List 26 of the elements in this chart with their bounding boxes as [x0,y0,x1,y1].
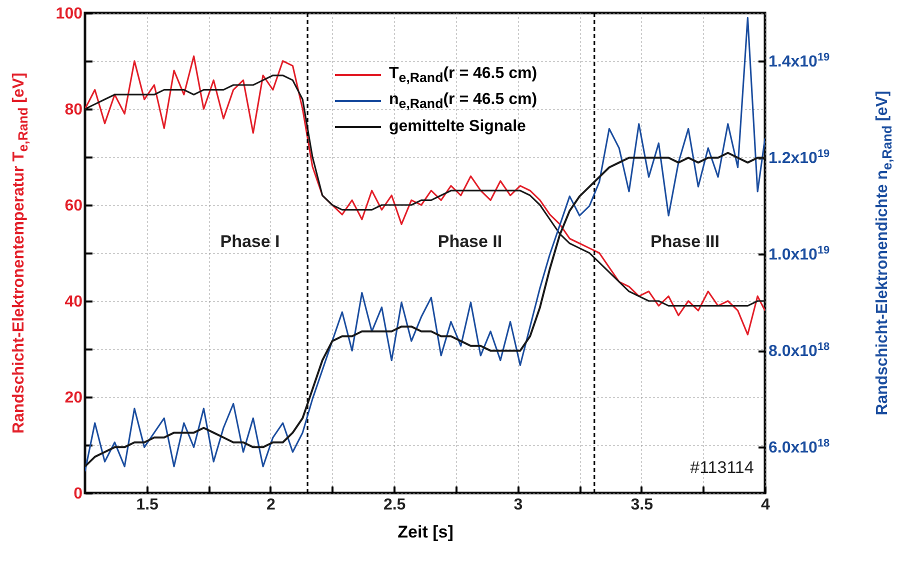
y2-tick-label: 1.2x10$^{19}$ [768,148,830,168]
y-tick-label: 80 [64,102,83,118]
line-series [85,55,765,336]
x-tick-label: 4 [761,496,770,514]
legend-label: T$_{e,Rand}$(r = 46.5 cm) [389,64,538,86]
annotation: #113114 [690,458,754,478]
y2-tick-label: 8.0x10$^{18}$ [768,341,830,360]
legend-label: n$_{e,Rand}$(r = 46.5 cm) [389,90,538,112]
y2-tick-label: 1.0x10$^{19}$ [768,244,830,264]
y2-tick-label: 6.0x10$^{18}$ [768,438,830,457]
y-tick-label: 0 [74,486,83,502]
y2-tick-label: 1.4x10$^{19}$ [768,52,830,71]
x-tick-label: 3.5 [630,496,654,514]
y-tick-label: 40 [64,294,83,310]
annotation: Phase II [438,232,502,252]
y-tick-label: 100 [56,6,83,22]
legend-label: gemittelte Signale [389,118,526,136]
x-axis-title: Zeit [s] [398,522,454,542]
x-tick-label: 1.5 [136,496,159,514]
y-tick-label: 60 [64,198,83,214]
annotation: Phase III [650,232,720,252]
x-tick-label: 3 [514,496,523,514]
annotation: Phase I [220,232,280,252]
x-tick-label: 2 [266,496,276,514]
y-tick-label: 20 [64,390,83,406]
x-tick-label: 2.5 [383,496,406,514]
